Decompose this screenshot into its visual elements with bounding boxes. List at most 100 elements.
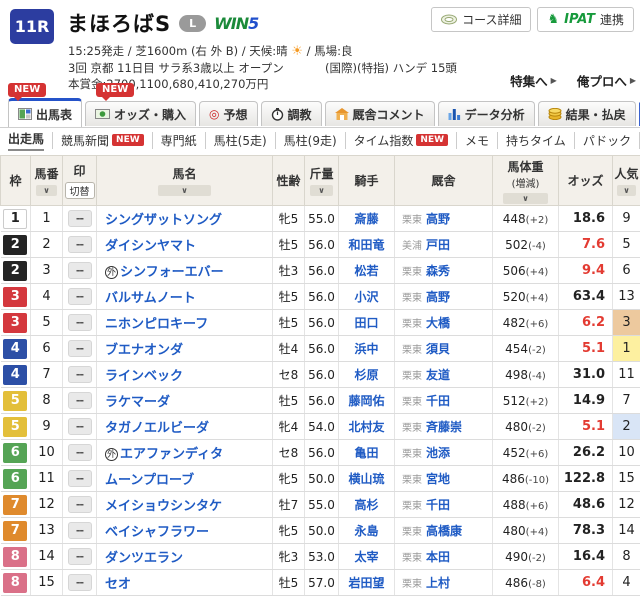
subnav-memo[interactable]: メモ [456,132,497,149]
col-bataiju: 馬体重 (増減) ∨ [493,156,559,206]
sort-ninki-button[interactable]: ∨ [617,185,635,196]
tab-kyusha-comment[interactable]: 厩舎コメント [325,101,435,126]
mark-select-button[interactable]: -- [68,548,92,565]
jockey-link[interactable]: 小沢 [354,290,378,304]
jockey-link[interactable]: 北村友 [348,420,384,434]
sort-bataiju-button[interactable]: ∨ [503,193,547,204]
tokushu-link[interactable]: 特集へ ▶ [510,71,557,90]
horse-name-link[interactable]: シングザットソング [105,213,222,228]
horse-name-link[interactable]: バルサムノート [105,291,196,306]
mark-toggle-button[interactable]: 切替 [65,182,95,199]
subnav-time-shisu[interactable]: タイム指数 NEW [345,132,456,149]
jockey-link[interactable]: 藤岡佑 [348,394,384,408]
horse-weight-diff: (+2) [526,215,549,226]
trainer-link[interactable]: 本田 [426,550,450,564]
horse-name-link[interactable]: エアファンディタ [120,447,223,462]
horse-name-link[interactable]: シンフォーエバー [120,265,224,280]
mark-select-button[interactable]: -- [68,288,92,305]
mark-select-button[interactable]: -- [68,574,92,591]
orepro-label: 俺プロへ [577,71,627,90]
jockey-link[interactable]: 田口 [354,316,378,330]
jockey-link[interactable]: 高杉 [354,498,378,512]
jockey-link[interactable]: 杉原 [354,368,378,382]
mark-select-button[interactable]: -- [68,444,92,461]
trainer-link[interactable]: 宮地 [426,472,450,486]
mark-select-button[interactable]: -- [68,236,92,253]
subnav-semmonshi[interactable]: 専門紙 [152,132,205,149]
ipat-link-button[interactable]: ♞ IPAT 連携 [537,7,634,32]
mark-select-button[interactable]: -- [68,522,92,539]
mark-select-button[interactable]: -- [68,210,92,227]
sort-umaban-button[interactable]: ∨ [36,185,57,196]
jockey-link[interactable]: 松若 [354,264,378,278]
jockey-link[interactable]: 太宰 [354,550,378,564]
horse-name-link[interactable]: セオ [105,577,131,592]
arrow-right-icon: ▶ [630,76,636,85]
mark-select-button[interactable]: -- [68,418,92,435]
trainer-link[interactable]: 高野 [426,290,450,304]
trainer-link[interactable]: 高野 [426,212,450,226]
subnav-umabashira-9[interactable]: 馬柱(9走) [275,132,345,149]
horse-name-link[interactable]: ベイシャフラワー [105,525,209,540]
subnav-mochi-time[interactable]: 持ちタイム [497,132,574,149]
weight-carried-cell: 50.0 [305,466,339,492]
mark-select-button[interactable]: -- [68,366,92,383]
trainer-link[interactable]: 大橋 [426,316,450,330]
main-tabbar: 出馬表 オッズ・購入 ◎ 予想 調教 [0,98,640,126]
horse-name-link[interactable]: ダンツエラン [105,551,183,566]
orepro-link[interactable]: 俺プロへ ▶ [577,71,636,90]
horse-name-link[interactable]: ラケマーダ [105,395,170,410]
mark-cell: -- [63,518,97,544]
trainer-link[interactable]: 斉藤崇 [426,420,462,434]
trainer-link[interactable]: 千田 [426,394,450,408]
mark-select-button[interactable]: -- [68,470,92,487]
horse-name-link[interactable]: タガノエルビーダ [105,421,209,436]
horse-name-link[interactable]: ムーンプローブ [105,473,194,488]
jockey-link[interactable]: 岩田望 [348,576,384,590]
trainer-link[interactable]: 友道 [426,368,450,382]
horse-weight-value: 502 [505,238,528,252]
trainer-link[interactable]: 須貝 [426,342,450,356]
jockey-link[interactable]: 亀田 [354,446,378,460]
mark-select-button[interactable]: -- [68,496,92,513]
tab-yosou[interactable]: ◎ 予想 [199,101,258,126]
trainer-link[interactable]: 森秀 [426,264,450,278]
popularity-cell: 6 [613,258,640,284]
subnav-keiba-shimbun[interactable]: 競馬新聞 NEW [52,132,152,149]
course-detail-button[interactable]: コース詳細 [431,7,531,32]
jockey-link[interactable]: 和田竜 [348,238,384,252]
sort-kinryo-button[interactable]: ∨ [310,185,332,196]
win5-win-text: WIN [214,14,248,33]
jockey-link[interactable]: 浜中 [354,342,378,356]
tab-shutsuba[interactable]: 出馬表 [8,98,82,127]
tab-odds[interactable]: オッズ・購入 [85,101,196,126]
trainer-link[interactable]: 高橋康 [426,524,462,538]
tab-chokyo[interactable]: 調教 [261,101,322,126]
horse-name-link[interactable]: ブエナオンダ [105,343,183,358]
sort-bamei-button[interactable]: ∨ [158,185,211,196]
table-row: 2 2 -- ダイシンヤマト 牡5 56.0 和田竜 美浦戸田 502(-4) … [1,232,640,258]
mark-select-button[interactable]: -- [68,262,92,279]
trainer-link[interactable]: 戸田 [426,238,450,252]
jockey-link[interactable]: 永島 [354,524,378,538]
subnav-shussoba[interactable]: 出走馬 [0,130,52,151]
horse-name-link[interactable]: メイショウシンタケ [105,499,222,514]
odds-cell: 5.1 [559,414,613,440]
horse-name-link[interactable]: ダイシンヤマト [105,239,196,254]
trainer-link[interactable]: 千田 [426,498,450,512]
subnav-umabashira-5[interactable]: 馬柱(5走) [205,132,275,149]
trainer-link[interactable]: 上村 [426,576,450,590]
tab-kekka[interactable]: 結果・払戻 [538,101,636,126]
mark-select-button[interactable]: -- [68,340,92,357]
new-badge-shutsuba: NEW [8,83,46,97]
tab-data-bunseki[interactable]: データ分析 [438,101,535,126]
mark-select-button[interactable]: -- [68,392,92,409]
trainer-link[interactable]: 池添 [426,446,450,460]
horse-name-cell: ダンツエラン [97,544,273,570]
subnav-paddock[interactable]: パドック [574,132,639,149]
jockey-link[interactable]: 斎藤 [354,212,378,226]
horse-name-link[interactable]: ニホンピロキーフ [105,317,208,332]
horse-name-link[interactable]: ラインベック [105,369,183,384]
jockey-link[interactable]: 横山琉 [348,472,384,486]
mark-select-button[interactable]: -- [68,314,92,331]
